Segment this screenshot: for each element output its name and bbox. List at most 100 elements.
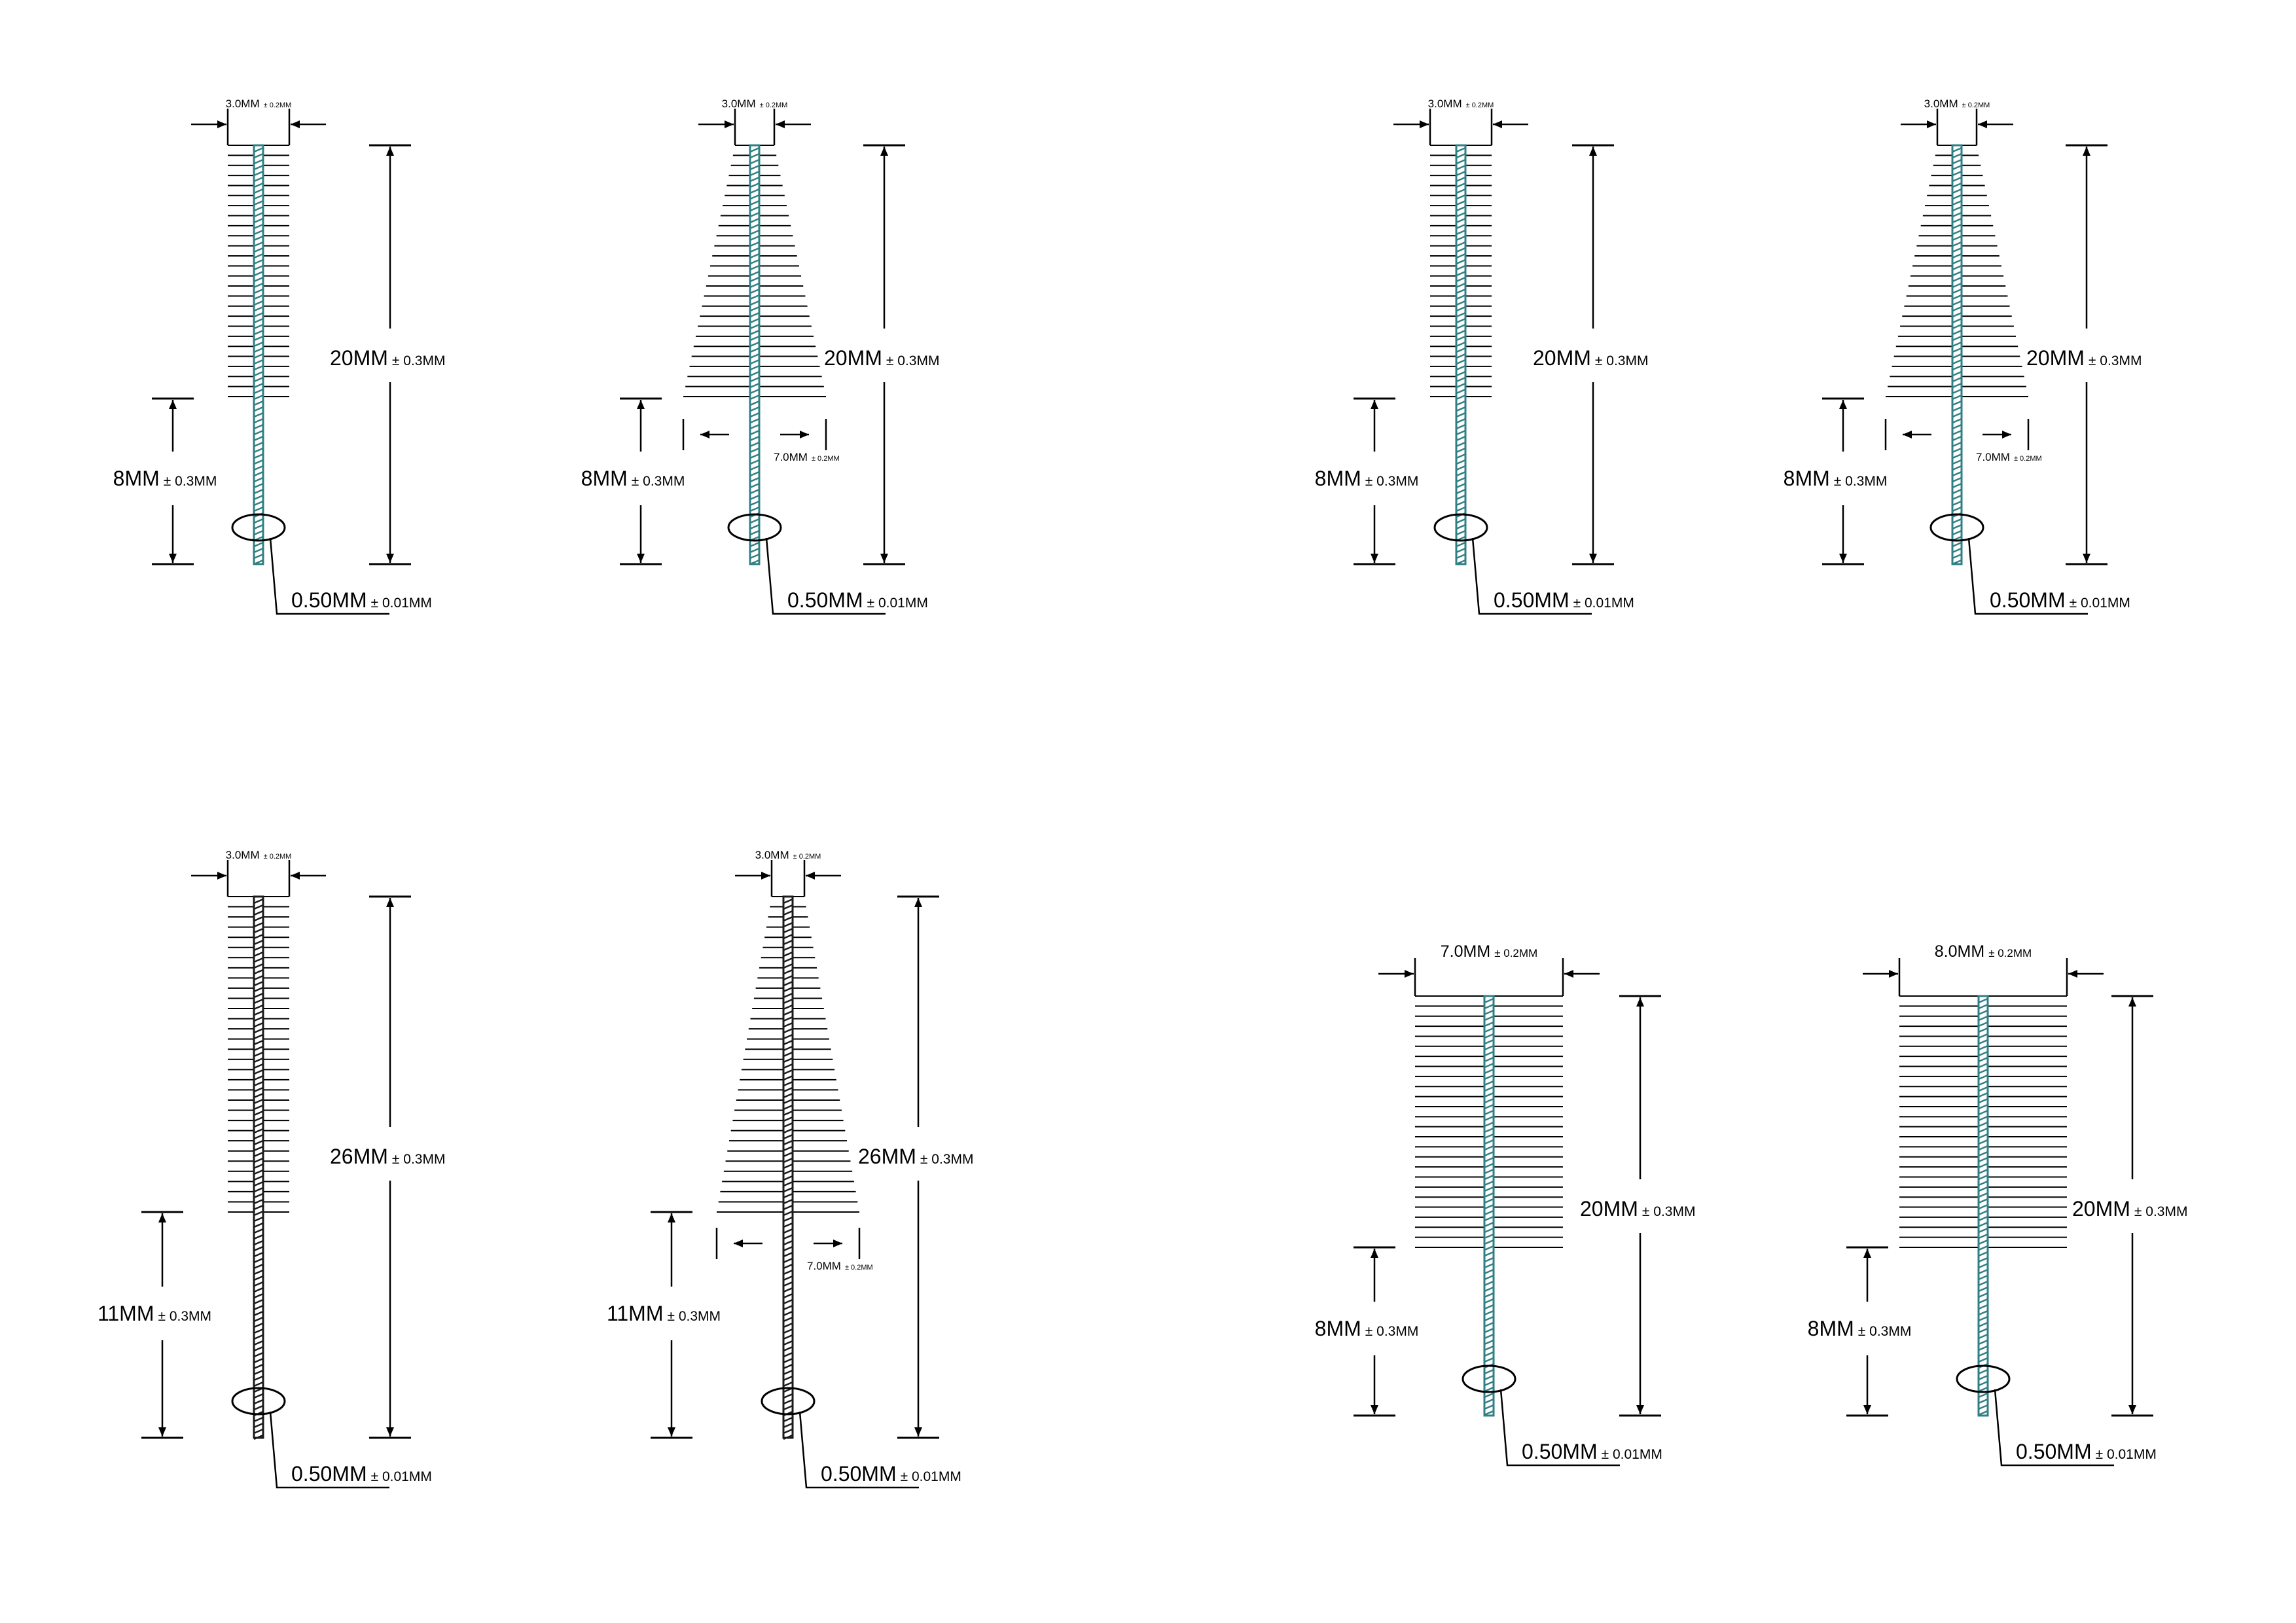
wire-diameter-label-value: 0.50MM (1494, 588, 1570, 612)
handle-length-label-value: 8MM (1315, 467, 1361, 490)
wire-hatch (1456, 288, 1466, 294)
top-width-dimension: 3.0MM ± 0.2MM (735, 849, 841, 897)
handle-length-dimension: 8MM ± 0.3MM (1784, 397, 1887, 565)
bottom-width-label: 7.0MM ± 0.2MM (774, 451, 840, 463)
wire-hatch (1978, 1009, 1988, 1016)
wire-hatch (253, 1004, 264, 1010)
wire-hatch (1952, 176, 1962, 183)
wire-hatch (749, 276, 760, 283)
wire-hatch (253, 1281, 264, 1287)
wire-hatch (253, 412, 264, 418)
wire-hatch (1456, 205, 1466, 212)
wire-hatch (1978, 1168, 1988, 1175)
top-width-label-tolerance: ± 0.2MM (264, 101, 292, 109)
wire-hatch (783, 980, 793, 987)
wire-hatch (1456, 276, 1466, 283)
total-length-label-tolerance: ± 0.3MM (2089, 353, 2142, 368)
top-width-label: 3.0MM ± 0.2MM (755, 849, 821, 861)
wire-hatch (749, 229, 760, 236)
wire-hatch (1952, 229, 1962, 236)
wire-hatch (253, 1092, 264, 1099)
wire-hatch (749, 370, 760, 377)
wire-hatch (1484, 1368, 1494, 1375)
top-width-label-value: 3.0MM (226, 98, 260, 110)
wire-hatch (253, 335, 264, 342)
wire-hatch (253, 1086, 264, 1093)
wire-hatch (1484, 1268, 1494, 1275)
arrowhead (1371, 1405, 1378, 1414)
wire-hatch (1484, 1380, 1494, 1387)
wire-hatch (1484, 1292, 1494, 1298)
wire-hatch (1978, 1121, 1988, 1128)
handle-length-label-value: 8MM (1808, 1317, 1854, 1340)
wire-hatch (783, 1104, 793, 1111)
wire-hatch (1978, 1209, 1988, 1216)
diameter-circle (761, 1387, 816, 1416)
wire-hatch (253, 1322, 264, 1329)
wire-hatch (253, 223, 264, 230)
arrowhead (1564, 970, 1573, 978)
wire-hatch (253, 1075, 264, 1081)
wire-hatch (253, 1363, 264, 1370)
wire-hatch (1484, 1162, 1494, 1169)
wire-hatch (1484, 1239, 1494, 1245)
wire-hatch (783, 974, 793, 981)
wire-hatch (253, 270, 264, 277)
wire-hatch (253, 969, 264, 975)
wire-hatch (749, 441, 760, 448)
total-length-label: 20MM ± 0.3MM (824, 346, 939, 370)
wire-hatch (1978, 1074, 1988, 1080)
wire-hatch (783, 1357, 793, 1364)
wire-core (749, 144, 761, 565)
brush-7: 7.0MM ± 0.2MM 20MM ± 0.3MM 8MM ± 0.3MM 0.50MM ±… (1315, 942, 1695, 1467)
wire-hatch (749, 200, 760, 206)
wire-hatch (253, 406, 264, 412)
wire-hatch (1456, 312, 1466, 318)
diameter-circle (1462, 1364, 1516, 1393)
top-width-label: 3.0MM ± 0.2MM (1428, 98, 1494, 110)
wire-hatch (253, 904, 264, 910)
wire-hatch (253, 394, 264, 401)
wire-diameter-label-tolerance: ± 0.01MM (867, 596, 928, 611)
wire-hatch (1978, 1233, 1988, 1240)
wire-hatch (1978, 1003, 1988, 1010)
arrowhead (169, 554, 177, 563)
wire-diameter-label: 0.50MM ± 0.01MM (2016, 1440, 2157, 1463)
handle-length-dimension: 8MM ± 0.3MM (113, 397, 217, 565)
wire-hatch (1952, 205, 1962, 212)
wire-hatch (1484, 1168, 1494, 1175)
handle-length-dimension: 8MM ± 0.3MM (1315, 1246, 1418, 1417)
wire-hatch (1456, 182, 1466, 188)
wire-hatch (1952, 264, 1962, 271)
wire-hatch (1978, 1050, 1988, 1057)
wire-hatch (253, 441, 264, 448)
bristles (1430, 145, 1492, 397)
wire-hatch (783, 933, 793, 940)
handle-length-label: 8MM ± 0.3MM (581, 467, 685, 490)
wire-hatch (1484, 1374, 1494, 1381)
brush-3: 3.0MM ± 0.2MM 20MM ± 0.3MM 8MM ± 0.3MM 0.50MM ±… (1315, 98, 1648, 615)
handle-length-label: 11MM ± 0.3MM (98, 1302, 211, 1325)
wire-diameter-label: 0.50MM ± 0.01MM (821, 1462, 961, 1486)
wire-hatch (253, 353, 264, 359)
arrowhead (2083, 554, 2090, 563)
wire-hatch (1978, 1109, 1988, 1116)
wire-hatch (253, 529, 264, 536)
wire-hatch (783, 1416, 793, 1423)
wire-hatch (783, 1045, 793, 1052)
top-width-label-tolerance: ± 0.2MM (1988, 947, 2032, 959)
wire-hatch (253, 1334, 264, 1340)
top-width-label-value: 3.0MM (1924, 98, 1958, 110)
diameter-circle (727, 513, 782, 542)
diameter-circle (1956, 1364, 2011, 1393)
brush-1: 3.0MM ± 0.2MM 20MM ± 0.3MM 8MM ± 0.3MM 0.50MM ±… (113, 98, 445, 615)
diameter-circle (231, 1387, 286, 1416)
wire-hatch (1978, 1127, 1988, 1133)
wire-hatch (749, 359, 760, 365)
wire-diameter-label-tolerance: ± 0.01MM (901, 1469, 961, 1484)
wire-hatch (1484, 1410, 1494, 1416)
wire-diameter-label-value: 0.50MM (2016, 1440, 2092, 1463)
wire-diameter-callout: 0.50MM ± 0.01MM (1433, 513, 1634, 615)
wire-hatch (783, 1275, 793, 1281)
arrowhead (1863, 1405, 1871, 1414)
